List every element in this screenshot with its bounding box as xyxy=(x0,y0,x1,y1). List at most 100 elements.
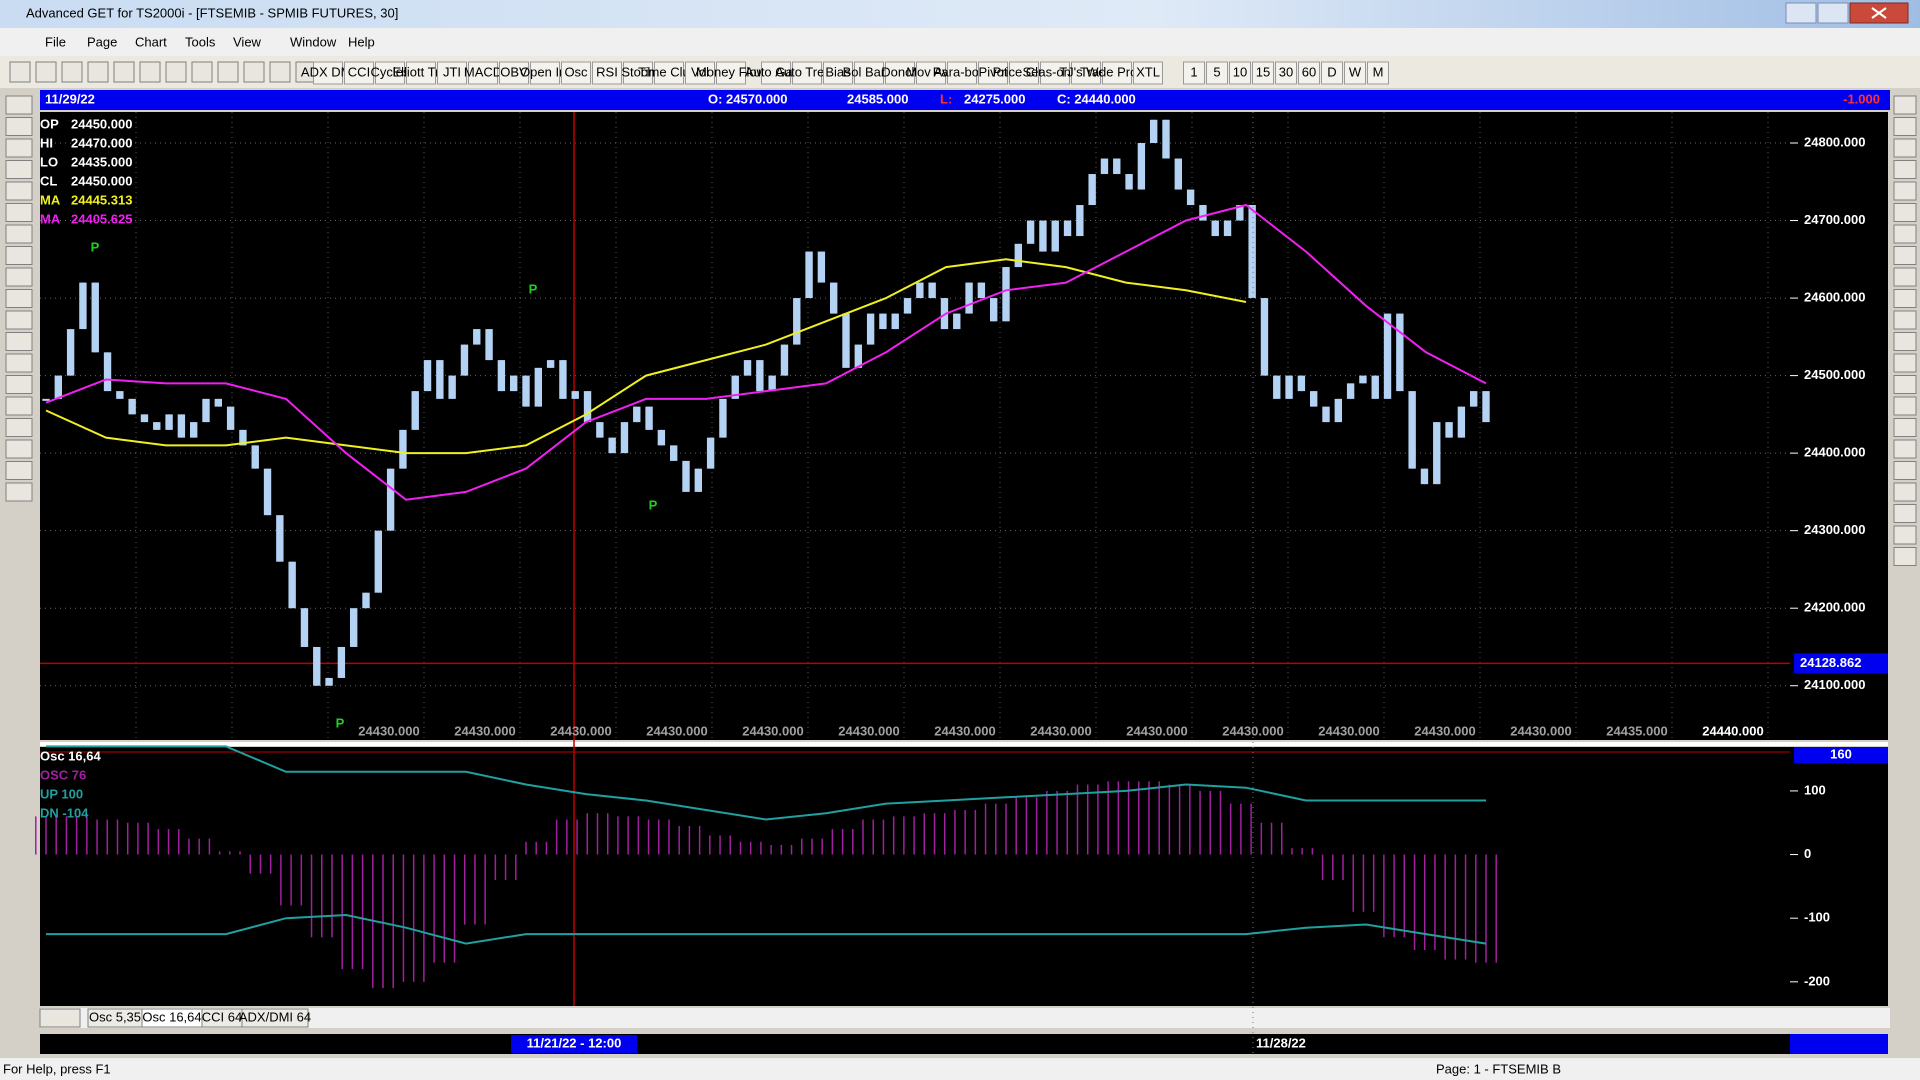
side-tool[interactable] xyxy=(1893,375,1917,394)
tool-icon[interactable] xyxy=(35,61,57,83)
toolbar-button[interactable] xyxy=(1344,61,1366,85)
side-tool[interactable] xyxy=(5,160,33,179)
menu-item[interactable]: View xyxy=(233,34,262,49)
toolbar-button[interactable] xyxy=(823,61,853,85)
side-tool[interactable] xyxy=(5,353,33,373)
side-tool[interactable] xyxy=(1893,396,1917,416)
toolbar-button[interactable] xyxy=(916,61,946,85)
side-tool[interactable] xyxy=(5,246,33,265)
side-tool[interactable] xyxy=(5,332,33,351)
side-tool[interactable] xyxy=(5,138,33,158)
toolbar-button[interactable] xyxy=(1040,61,1070,85)
toolbar-button[interactable] xyxy=(1071,61,1101,85)
tool-icon[interactable] xyxy=(113,61,135,83)
toolbar-button[interactable] xyxy=(344,61,374,85)
toolbar-button[interactable] xyxy=(561,61,591,85)
toolbar-button[interactable] xyxy=(1229,61,1251,85)
toolbar-button[interactable] xyxy=(499,61,529,85)
menu-item[interactable]: Window xyxy=(290,34,337,49)
side-tool[interactable] xyxy=(1893,203,1917,222)
side-tool[interactable] xyxy=(1893,353,1917,373)
menu-item[interactable]: Tools xyxy=(185,34,216,49)
side-tool[interactable] xyxy=(1893,332,1917,351)
side-tool[interactable] xyxy=(5,224,33,244)
side-tool[interactable] xyxy=(1893,504,1917,523)
toolbar-button[interactable] xyxy=(1183,61,1205,85)
tool-icon[interactable] xyxy=(61,61,83,83)
side-tool[interactable] xyxy=(5,117,33,136)
side-tool[interactable] xyxy=(1893,461,1917,480)
side-tool[interactable] xyxy=(5,396,33,416)
toolbar-button[interactable] xyxy=(375,61,405,85)
side-tool[interactable] xyxy=(1893,418,1917,437)
toolbar-button[interactable] xyxy=(761,61,791,85)
side-tool[interactable] xyxy=(1893,224,1917,244)
toolbar-button[interactable] xyxy=(885,61,915,85)
side-tool[interactable] xyxy=(5,439,33,459)
toolbar-button[interactable] xyxy=(1252,61,1274,85)
side-tool[interactable] xyxy=(5,461,33,480)
side-tool[interactable] xyxy=(1893,181,1917,201)
side-tool[interactable] xyxy=(1893,310,1917,330)
tool-icon[interactable] xyxy=(217,61,239,83)
side-tool[interactable] xyxy=(5,203,33,222)
tab[interactable] xyxy=(241,1008,309,1028)
toolbar-button[interactable] xyxy=(716,61,746,85)
toolbar-button[interactable] xyxy=(792,61,822,85)
toolbar-button[interactable] xyxy=(654,61,684,85)
tool-icon[interactable] xyxy=(9,61,31,83)
toolbar-button[interactable] xyxy=(1206,61,1228,85)
toolbar-button[interactable] xyxy=(854,61,884,85)
side-tool[interactable] xyxy=(1893,95,1917,115)
side-tool[interactable] xyxy=(5,375,33,394)
tool-icon[interactable] xyxy=(243,61,265,83)
toolbar-button[interactable] xyxy=(947,61,977,85)
toolbar-button[interactable] xyxy=(685,61,715,85)
menu-item[interactable]: File xyxy=(45,34,66,49)
side-tool[interactable] xyxy=(5,289,33,308)
toolbar-button[interactable] xyxy=(1321,61,1343,85)
tool-icon[interactable] xyxy=(191,61,213,83)
toolbar-button[interactable] xyxy=(406,61,436,85)
side-tool[interactable] xyxy=(5,418,33,437)
toolbar-button[interactable] xyxy=(1275,61,1297,85)
candle xyxy=(153,422,161,430)
toolbar-button[interactable] xyxy=(1102,61,1132,85)
side-tool[interactable] xyxy=(1893,482,1917,502)
toolbar-button[interactable] xyxy=(1367,61,1389,85)
side-tool[interactable] xyxy=(1893,289,1917,308)
toolbar-button[interactable] xyxy=(437,61,467,85)
side-tool[interactable] xyxy=(1893,138,1917,158)
menu-item[interactable]: Help xyxy=(348,34,375,49)
toolbar-button[interactable] xyxy=(530,61,560,85)
side-tool[interactable] xyxy=(5,482,33,502)
toolbar-button[interactable] xyxy=(623,61,653,85)
tab-scroll[interactable] xyxy=(39,1008,81,1028)
side-tool[interactable] xyxy=(1893,439,1917,459)
side-tool[interactable] xyxy=(1893,117,1917,136)
side-tool[interactable] xyxy=(5,95,33,115)
maximize-button[interactable] xyxy=(1817,2,1849,24)
side-tool[interactable] xyxy=(5,181,33,201)
toolbar-button[interactable] xyxy=(978,61,1008,85)
tool-icon[interactable] xyxy=(139,61,161,83)
toolbar-button[interactable] xyxy=(468,61,498,85)
side-tool[interactable] xyxy=(1893,246,1917,265)
side-tool[interactable] xyxy=(1893,267,1917,287)
menu-item[interactable]: Chart xyxy=(135,34,167,49)
toolbar-button[interactable] xyxy=(1298,61,1320,85)
minimize-button[interactable] xyxy=(1785,2,1817,24)
toolbar-button[interactable] xyxy=(1009,61,1039,85)
toolbar-button[interactable] xyxy=(313,61,343,85)
toolbar-button[interactable] xyxy=(1133,61,1163,85)
side-tool[interactable] xyxy=(5,310,33,330)
menu-item[interactable]: Page xyxy=(87,34,117,49)
tool-icon[interactable] xyxy=(269,61,291,83)
side-tool[interactable] xyxy=(5,267,33,287)
tool-icon[interactable] xyxy=(165,61,187,83)
side-tool[interactable] xyxy=(1893,525,1917,545)
side-tool[interactable] xyxy=(1893,160,1917,179)
toolbar-button[interactable] xyxy=(592,61,622,85)
side-tool[interactable] xyxy=(1893,547,1917,566)
tool-icon[interactable] xyxy=(87,61,109,83)
